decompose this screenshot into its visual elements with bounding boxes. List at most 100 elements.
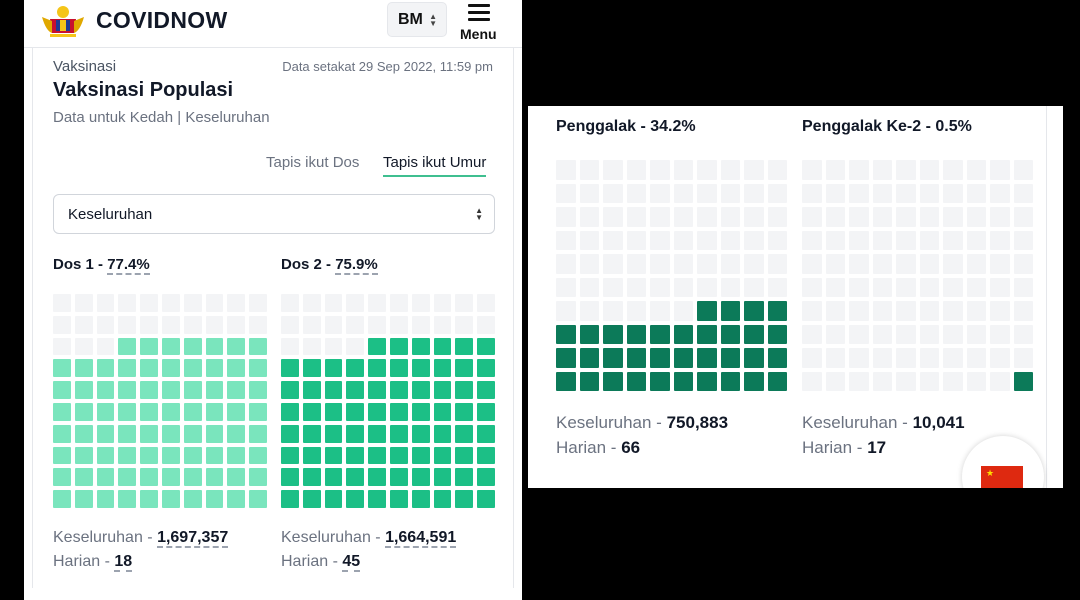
- waffle-cell: [966, 160, 986, 180]
- dose2-waffle-chart: [281, 294, 495, 508]
- dose2-percentage[interactable]: 75.9%: [335, 256, 378, 275]
- waffle-cell: [346, 402, 365, 421]
- waffle-cell: [433, 294, 452, 312]
- tab-filter-dose[interactable]: Tapis ikut Dos: [266, 154, 360, 171]
- dose1-title: Dos 1 - 77.4%: [53, 256, 150, 275]
- waffle-cell: [183, 359, 202, 378]
- waffle-cell: [603, 371, 623, 391]
- waffle-cell: [118, 424, 137, 443]
- waffle-cell: [943, 301, 963, 321]
- waffle-cell: [53, 381, 71, 399]
- waffle-cell: [1013, 277, 1033, 297]
- waffle-cell: [872, 301, 892, 321]
- waffle-cell: [302, 337, 321, 356]
- waffle-cell: [140, 381, 158, 399]
- malaysia-coat-of-arms-logo[interactable]: [38, 3, 88, 39]
- page-title: Vaksinasi Populasi: [53, 79, 234, 101]
- menu-label: Menu: [460, 26, 497, 42]
- waffle-cell: [411, 381, 430, 399]
- waffle-cell: [990, 277, 1010, 297]
- waffle-cell: [411, 337, 430, 356]
- waffle-cell: [872, 230, 892, 250]
- waffle-cell: [227, 402, 246, 421]
- waffle-cell: [767, 230, 787, 250]
- waffle-cell: [140, 294, 158, 312]
- waffle-cell: [140, 446, 158, 465]
- waffle-cell: [650, 277, 670, 297]
- waffle-cell: [990, 254, 1010, 274]
- waffle-cell: [802, 160, 822, 180]
- card-border: [528, 106, 1047, 488]
- tab-filter-age[interactable]: Tapis ikut Umur: [383, 154, 487, 177]
- waffle-cell: [579, 254, 599, 274]
- waffle-cell: [825, 160, 845, 180]
- waffle-cell: [205, 315, 224, 334]
- waffle-cell: [324, 315, 343, 334]
- waffle-cell: [990, 371, 1010, 391]
- waffle-cell: [990, 324, 1010, 344]
- waffle-cell: [389, 337, 408, 356]
- waffle-cell: [411, 490, 430, 508]
- waffle-cell: [249, 424, 267, 443]
- waffle-cell: [161, 468, 180, 487]
- waffle-cell: [411, 359, 430, 378]
- dose2-title: Dos 2 - 75.9%: [281, 256, 378, 275]
- waffle-cell: [249, 381, 267, 399]
- waffle-cell: [227, 359, 246, 378]
- waffle-cell: [433, 402, 452, 421]
- waffle-cell: [872, 371, 892, 391]
- waffle-cell: [205, 424, 224, 443]
- waffle-cell: [744, 207, 764, 227]
- waffle-cell: [849, 254, 869, 274]
- menu-button[interactable]: Menu: [456, 3, 504, 43]
- waffle-cell: [849, 348, 869, 368]
- waffle-cell: [183, 424, 202, 443]
- waffle-cell: [302, 424, 321, 443]
- waffle-cell: [433, 468, 452, 487]
- waffle-cell: [389, 402, 408, 421]
- waffle-cell: [74, 424, 93, 443]
- waffle-cell: [140, 402, 158, 421]
- waffle-cell: [556, 301, 576, 321]
- waffle-cell: [603, 324, 623, 344]
- waffle-cell: [161, 424, 180, 443]
- waffle-cell: [74, 359, 93, 378]
- waffle-cell: [53, 402, 71, 421]
- waffle-cell: [697, 230, 717, 250]
- waffle-cell: [249, 294, 267, 312]
- waffle-cell: [720, 277, 740, 297]
- waffle-cell: [603, 207, 623, 227]
- dose1-percentage[interactable]: 77.4%: [107, 256, 150, 275]
- waffle-cell: [650, 160, 670, 180]
- waffle-cell: [53, 294, 71, 312]
- waffle-cell: [324, 490, 343, 508]
- waffle-cell: [227, 446, 246, 465]
- waffle-cell: [990, 207, 1010, 227]
- waffle-cell: [673, 207, 693, 227]
- waffle-cell: [53, 315, 71, 334]
- waffle-cell: [673, 160, 693, 180]
- waffle-cell: [96, 490, 115, 508]
- waffle-cell: [744, 277, 764, 297]
- waffle-cell: [720, 348, 740, 368]
- waffle-cell: [673, 301, 693, 321]
- waffle-cell: [825, 254, 845, 274]
- waffle-cell: [389, 446, 408, 465]
- waffle-cell: [896, 324, 916, 344]
- waffle-cell: [720, 207, 740, 227]
- waffle-cell: [140, 359, 158, 378]
- waffle-cell: [455, 490, 474, 508]
- waffle-cell: [368, 490, 386, 508]
- language-flag-button[interactable]: ★: [962, 436, 1044, 488]
- waffle-cell: [302, 359, 321, 378]
- waffle-cell: [96, 424, 115, 443]
- waffle-cell: [281, 359, 299, 378]
- brand-name[interactable]: COVIDNOW: [96, 7, 228, 33]
- waffle-cell: [697, 183, 717, 203]
- waffle-cell: [802, 371, 822, 391]
- age-group-select[interactable]: Keseluruhan ▲ ▼: [53, 194, 495, 234]
- waffle-cell: [919, 183, 939, 203]
- waffle-cell: [281, 468, 299, 487]
- language-select[interactable]: BM ▲ ▼: [387, 2, 447, 37]
- waffle-cell: [455, 359, 474, 378]
